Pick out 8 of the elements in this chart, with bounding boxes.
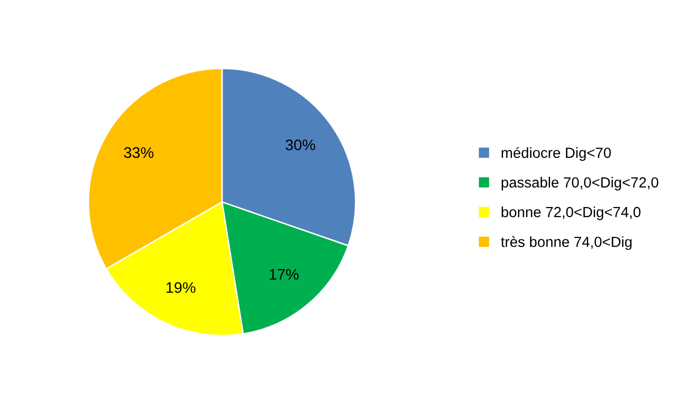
legend-label: bonne 72,0<Dig<74,0 (502, 206, 640, 220)
data-label: 30% (286, 139, 316, 150)
data-label: 33% (124, 147, 154, 158)
legend-label: médiocre Dig<70 (502, 147, 611, 161)
legend-label: passable 70,0<Dig<72,0 (502, 176, 658, 190)
legend-label: très bonne 74,0<Dig (500, 236, 632, 250)
data-label: 19% (166, 282, 196, 293)
data-label: 17% (270, 269, 299, 280)
